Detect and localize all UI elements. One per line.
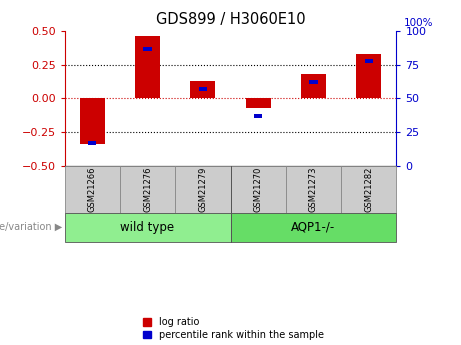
Text: GSM21270: GSM21270 xyxy=(254,167,263,212)
Bar xyxy=(175,166,230,213)
Text: 100%: 100% xyxy=(403,18,433,28)
Bar xyxy=(88,141,96,145)
Text: genotype/variation ▶: genotype/variation ▶ xyxy=(0,222,62,232)
Text: GSM21273: GSM21273 xyxy=(309,167,318,212)
Bar xyxy=(254,114,262,118)
Bar xyxy=(65,166,120,213)
Text: AQP1-/-: AQP1-/- xyxy=(291,220,336,234)
Bar xyxy=(120,166,175,213)
Title: GDS899 / H3060E10: GDS899 / H3060E10 xyxy=(156,12,305,27)
Text: GSM21276: GSM21276 xyxy=(143,167,152,212)
Bar xyxy=(309,80,318,84)
Text: GSM21282: GSM21282 xyxy=(364,167,373,212)
Bar xyxy=(190,81,215,98)
Bar xyxy=(246,98,271,108)
Bar xyxy=(80,98,105,144)
Text: GSM21279: GSM21279 xyxy=(198,167,207,212)
Bar xyxy=(135,37,160,98)
Text: wild type: wild type xyxy=(120,220,175,234)
Bar xyxy=(230,213,396,242)
Bar xyxy=(143,47,152,51)
Bar xyxy=(286,166,341,213)
Bar xyxy=(365,59,373,63)
Bar xyxy=(230,166,286,213)
Bar xyxy=(341,166,396,213)
Bar xyxy=(199,87,207,91)
Text: GSM21266: GSM21266 xyxy=(88,167,97,212)
Bar xyxy=(356,54,381,98)
Bar xyxy=(65,213,230,242)
Legend: log ratio, percentile rank within the sample: log ratio, percentile rank within the sa… xyxy=(143,317,324,340)
Bar xyxy=(301,74,326,98)
